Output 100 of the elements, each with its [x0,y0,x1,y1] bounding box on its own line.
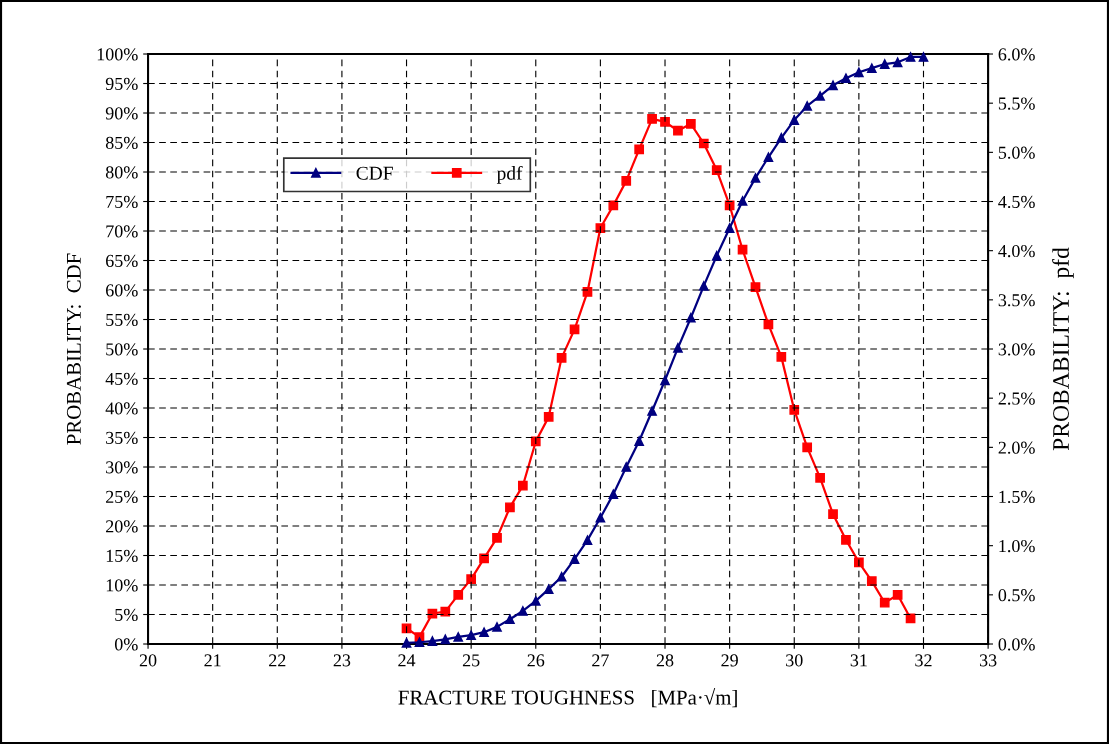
x-tick-label: 25 [462,654,480,667]
point [440,606,451,617]
point [543,411,554,422]
y2-tick-label: 2.0% [998,441,1035,454]
y-tick-label: 30% [106,461,138,474]
y2-tick-label: 3.0% [998,343,1035,356]
y2-tick-label: 6.0% [998,48,1035,61]
point [892,589,903,600]
y-tick-label: 35% [106,431,138,445]
point [686,312,696,323]
point [763,152,774,163]
point [608,489,619,500]
x-tick-label: 29 [721,654,738,667]
point [492,532,502,543]
y-tick-label: 45% [105,372,138,386]
point [828,509,838,520]
point [828,80,838,91]
point [569,324,580,335]
y-tick-label: 15% [106,549,138,563]
point [505,614,515,625]
y-tick-label: 90% [105,107,138,120]
point [750,173,761,183]
point [711,165,722,175]
point [866,63,877,74]
point [841,534,851,545]
point [724,223,735,233]
y2-tick-label: 0.5% [998,589,1035,602]
x-tick-label: 24 [398,654,416,667]
point [711,250,722,261]
y-tick-label: 50% [106,343,138,356]
point [621,462,632,472]
x-tick-label: 20 [139,654,157,667]
point [866,576,877,586]
x-tick-label: 32 [915,654,932,667]
y2-tick-label: 1.5% [999,490,1035,504]
point [453,589,464,600]
y-tick-label: 40% [105,402,138,415]
y-tick-label: 10% [106,579,138,592]
y2-tick-label: 0.0% [998,638,1035,651]
point [556,571,567,582]
point [543,584,554,594]
point [905,52,916,62]
point [634,436,645,446]
point [621,176,632,186]
legend-label: CDF [356,166,393,180]
point [673,125,683,136]
y2-tick-label: 2.5% [998,392,1035,405]
x-tick-label: 23 [333,654,351,667]
point [440,634,451,645]
x-axis-title: FRACTURE TOUGHNESS [MPa·√m] [398,687,737,708]
y-tick-label: 75% [106,195,138,209]
point [815,472,825,483]
y2-tick-label: 1.0% [999,539,1035,553]
y2-tick-label: 5.5% [998,97,1035,110]
point [698,281,709,291]
y-tick-label: 80% [105,166,138,179]
y2-tick-label: 4.5% [998,195,1035,209]
point [479,627,489,638]
y2-tick-label: 4.0% [998,244,1035,258]
point [647,114,657,124]
x-tick-label: 28 [656,654,674,667]
point [802,101,813,111]
point [530,596,541,606]
y2-tick-label: 3.5% [998,294,1035,307]
y-tick-label: 25% [106,490,138,504]
point [841,73,851,84]
point [492,622,502,632]
y-tick-label: 55% [106,313,138,327]
point [789,115,800,125]
point [802,442,813,453]
point [401,637,412,648]
y-tick-label: 70% [106,225,138,238]
point [517,606,528,616]
y2-axis-title: PROBABILITY: pfd [1052,247,1074,451]
x-tick-label: 22 [269,654,286,667]
x-tick-label: 27 [592,654,609,667]
y-tick-label: 85% [105,136,138,150]
x-tick-label: 26 [527,654,545,667]
point [556,352,567,363]
x-tick-label: 31 [850,654,867,667]
point [892,57,903,68]
x-tick-label: 21 [204,654,221,667]
point [854,67,864,78]
point [427,636,438,646]
x-tick-label: 33 [979,654,997,667]
point [505,502,515,513]
y-tick-label: 65% [106,254,138,268]
point [634,144,645,155]
point [608,200,619,211]
point [879,59,890,69]
y-axis-title: PROBABILITY: CDF [66,253,81,445]
legend-label: pdf [496,165,523,184]
point [673,342,683,353]
point [918,52,929,62]
point [660,375,670,386]
point [686,118,696,129]
y-tick-label: 0% [114,638,138,651]
y-tick-label: 100% [97,48,138,61]
point [737,244,748,255]
point [466,630,477,641]
